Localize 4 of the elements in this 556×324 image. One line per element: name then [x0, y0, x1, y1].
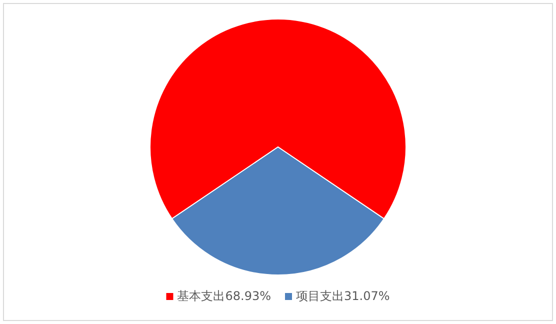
data-label: 31.07%: [344, 289, 390, 303]
data-label: 68.93%: [225, 289, 271, 303]
legend-label: 项目支出: [296, 289, 344, 303]
legend-label: 基本支出: [177, 289, 226, 303]
